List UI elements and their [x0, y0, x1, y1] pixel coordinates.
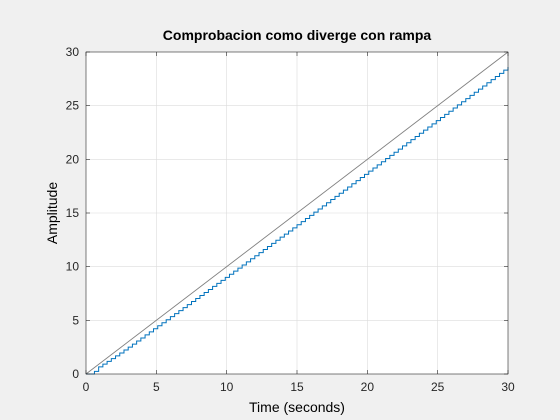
y-tick-label: 10 [66, 260, 80, 274]
ticks: 0 5 10 15 20 25 30 0 5 10 15 20 25 30 [66, 45, 515, 394]
y-tick-label: 25 [66, 99, 80, 113]
x-tick-label: 5 [153, 380, 160, 394]
x-tick-label: 15 [290, 380, 304, 394]
x-tick-label: 0 [83, 380, 90, 394]
x-axis-label: Time (seconds) [249, 399, 345, 415]
step-response-line [86, 67, 509, 375]
x-tick-label: 25 [431, 380, 445, 394]
y-tick-label: 0 [72, 367, 79, 381]
x-tick-label: 10 [220, 380, 234, 394]
y-tick-label: 5 [72, 313, 79, 327]
ramp-reference-line [85, 51, 509, 375]
chart-title: Comprobacion como diverge con rampa [163, 27, 432, 43]
y-axis-label: Amplitude [44, 182, 60, 244]
y-tick-label: 20 [66, 152, 80, 166]
series-layer [85, 51, 509, 375]
x-tick-label: 30 [501, 380, 515, 394]
x-tick-label: 20 [361, 380, 375, 394]
y-tick-label: 30 [66, 45, 80, 59]
y-tick-label: 15 [66, 206, 80, 220]
